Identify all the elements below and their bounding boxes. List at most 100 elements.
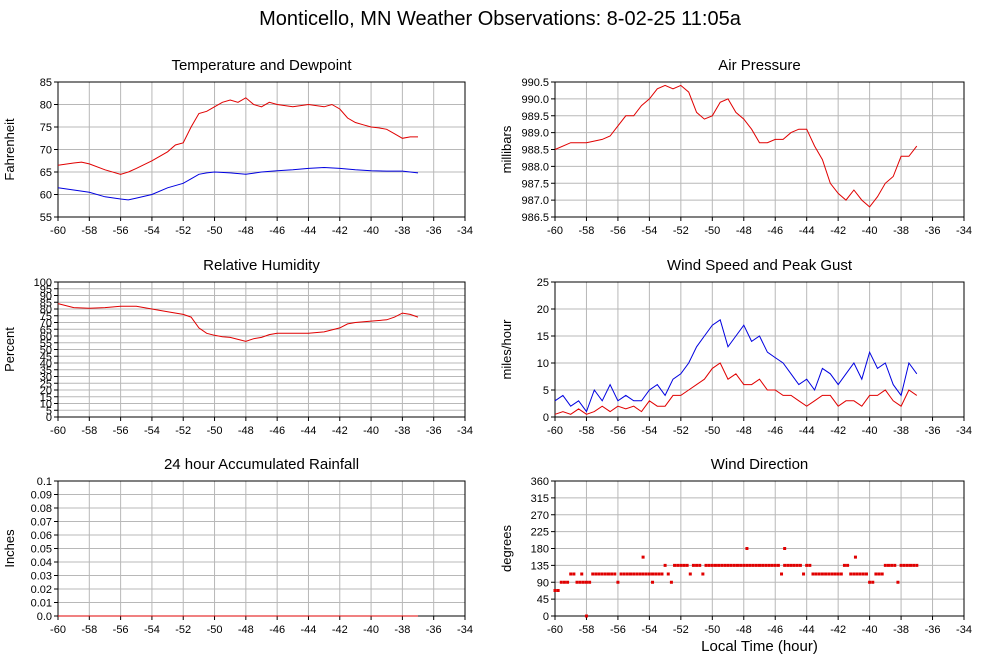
x-tick-label: -52 (673, 225, 689, 237)
y-tick-label: 989.5 (521, 111, 549, 123)
y-tick-label: 0.02 (31, 584, 52, 596)
scatter-point (685, 563, 689, 567)
y-tick-label: 10 (40, 399, 52, 411)
scatter-point (635, 572, 639, 576)
x-tick-label: -56 (113, 425, 129, 437)
x-tick-label: -50 (704, 624, 720, 636)
x-tick-label: -38 (394, 624, 410, 636)
scatter-point (735, 563, 739, 567)
x-tick-label: -48 (736, 425, 752, 437)
scatter-point (651, 572, 655, 576)
x-tick-label: -54 (641, 425, 657, 437)
x-tick-label: -48 (736, 624, 752, 636)
x-tick-label: -36 (925, 624, 941, 636)
x-tick-label: -54 (144, 225, 160, 237)
scatter-point (808, 563, 812, 567)
scatter-point (836, 572, 840, 576)
scatter-point (745, 547, 749, 550)
x-tick-label: -54 (144, 425, 160, 437)
y-tick-label: 225 (531, 527, 549, 539)
y-tick-label: 20 (537, 304, 549, 316)
x-tick-label: -36 (925, 225, 941, 237)
x-tick-label: -40 (363, 425, 379, 437)
x-tick-label: -42 (830, 624, 846, 636)
scatter-point (789, 563, 793, 567)
x-tick-label: -46 (269, 624, 285, 636)
x-tick-label: -60 (50, 624, 66, 636)
scatter-point (622, 572, 626, 576)
x-tick-label: -56 (113, 624, 129, 636)
x-tick-label: -44 (799, 425, 815, 437)
scatter-point (805, 563, 809, 567)
x-tick-label: -58 (81, 425, 97, 437)
x-tick-label: -42 (332, 225, 348, 237)
x-tick-label: -38 (893, 425, 909, 437)
x-tick-label: -46 (269, 425, 285, 437)
y-tick-label: 45 (537, 594, 549, 606)
x-tick-label: -52 (673, 624, 689, 636)
y-tick-label: 0 (46, 412, 52, 424)
y-tick-label: 0 (543, 412, 549, 424)
x-tick-label: -42 (332, 425, 348, 437)
scatter-point (915, 563, 919, 567)
x-tick-label: -48 (238, 624, 254, 636)
scatter-point (723, 563, 727, 567)
x-tick-label: -58 (579, 624, 595, 636)
y-tick-label: 80 (40, 100, 52, 112)
y-tick-label: 40 (40, 358, 52, 370)
y-tick-label: 0.1 (37, 476, 52, 488)
scatter-point (663, 563, 667, 567)
x-tick-label: -60 (547, 425, 563, 437)
x-tick-label: -60 (50, 225, 66, 237)
y-tick-label: 45 (40, 351, 52, 363)
series-line-red (57, 97, 418, 175)
x-tick-label: -44 (799, 225, 815, 237)
page-title: Monticello, MN Weather Observations: 8-0… (259, 8, 741, 30)
scatter-point (600, 572, 604, 576)
scatter-point (553, 589, 557, 592)
scatter-point (748, 563, 752, 567)
scatter-point (846, 563, 850, 567)
scatter-point (839, 572, 843, 576)
scatter-point (833, 572, 837, 576)
scatter-point (853, 555, 857, 559)
y-tick-label: 0.09 (31, 490, 52, 502)
y-tick-label: 270 (531, 510, 549, 522)
scatter-point (874, 572, 878, 576)
scatter-point (817, 572, 821, 576)
y-tick-label: 15 (40, 392, 52, 404)
x-tick-label: -50 (207, 225, 223, 237)
y-tick-label: 0.0 (37, 611, 52, 623)
y-tick-label: 25 (40, 378, 52, 390)
y-tick-label: 5 (543, 385, 549, 397)
y-tick-label: 65 (40, 324, 52, 336)
x-tick-label: -56 (610, 624, 626, 636)
scatter-point (783, 547, 787, 550)
x-tick-label: -34 (956, 425, 972, 437)
scatter-point (899, 563, 903, 567)
y-tick-label: 55 (40, 338, 52, 350)
scatter-point (896, 580, 900, 584)
x-tick-label: -58 (81, 225, 97, 237)
scatter-point (641, 555, 645, 559)
y-tick-label: 986.5 (521, 212, 549, 224)
scatter-point (767, 563, 771, 567)
scatter-point (820, 572, 824, 576)
scatter-point (880, 572, 884, 576)
chart-title: Wind Speed and Peak Gust (667, 257, 853, 274)
chart-title: Air Pressure (718, 57, 801, 74)
scatter-point (742, 563, 746, 567)
scatter-point (569, 572, 573, 576)
scatter-point (566, 580, 570, 584)
scatter-point (638, 572, 642, 576)
y-tick-label: 989.0 (521, 128, 549, 140)
scatter-point (764, 563, 768, 567)
scatter-point (909, 563, 913, 567)
x-tick-label: -38 (394, 425, 410, 437)
scatter-point (852, 572, 856, 576)
scatter-point (603, 572, 607, 576)
scatter-point (726, 563, 730, 567)
y-tick-label: 10 (537, 358, 549, 370)
x-tick-label: -50 (704, 425, 720, 437)
scatter-point (729, 563, 733, 567)
